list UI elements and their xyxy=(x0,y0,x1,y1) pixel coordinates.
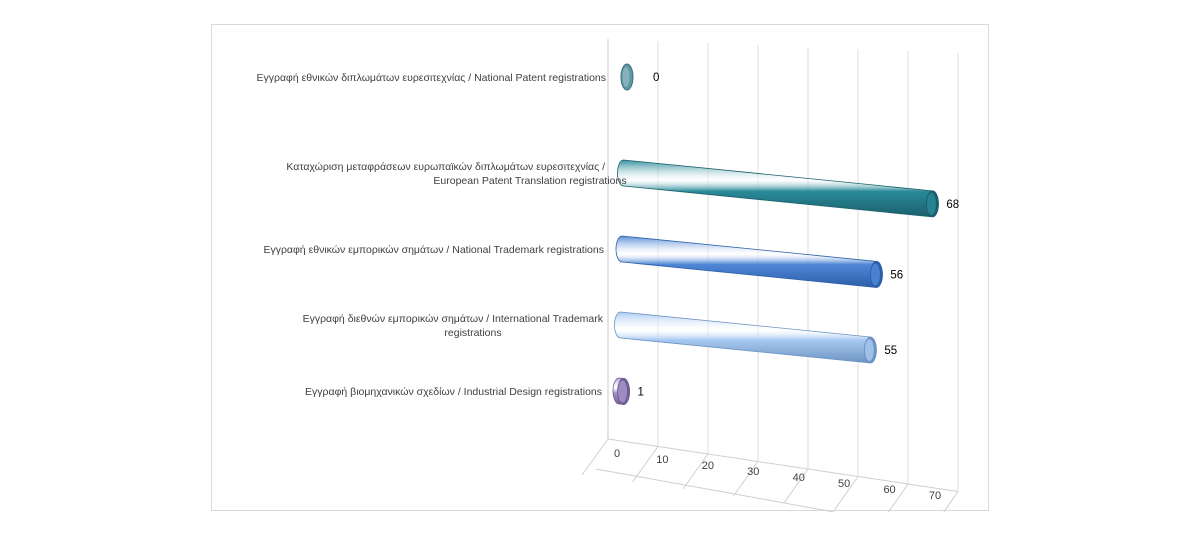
bar-disc-shine xyxy=(622,67,630,87)
floor-line xyxy=(887,483,909,512)
bar xyxy=(614,311,877,364)
floor-line xyxy=(783,468,809,504)
bar-end-cap-inner xyxy=(864,338,874,361)
chart-plot: 0 10 20 30 40 50 60 70 0 Εγγραφή εθνικών διπλωμάτ… xyxy=(257,39,959,512)
category-label: Καταχώριση μεταφράσεων ευρωπαϊκών διπλωμ… xyxy=(286,161,605,173)
bar-body xyxy=(615,235,883,288)
floor-line xyxy=(834,476,859,511)
bar-end-cap-inner xyxy=(618,380,628,403)
category-label: European Patent Translation registration… xyxy=(433,175,626,187)
bar-disc xyxy=(620,63,634,91)
x-tick-label: 70 xyxy=(929,490,941,502)
floor-back-edge xyxy=(607,438,959,492)
floor-front-edge xyxy=(595,468,837,512)
category-label: Εγγραφή διεθνών εμπορικών σημάτων / Inte… xyxy=(303,313,604,325)
x-tick-label: 20 xyxy=(702,460,714,472)
bar-body xyxy=(614,311,877,364)
floor-line xyxy=(733,461,759,497)
bar xyxy=(617,159,939,218)
bar xyxy=(612,377,630,405)
category-label: Εγγραφή εθνικών εμπορικών σημάτων / Nati… xyxy=(263,244,604,256)
data-label: 56 xyxy=(890,269,903,281)
floor-line xyxy=(581,438,609,476)
category-label: Εγγραφή εθνικών διπλωμάτων ευρεσιτεχνίας… xyxy=(257,72,607,84)
bar xyxy=(615,235,883,288)
bar-end-cap-inner xyxy=(926,192,936,215)
floor-line xyxy=(943,491,959,512)
floor-line xyxy=(682,453,709,490)
chart-area: 0 10 20 30 40 50 60 70 0 Εγγραφή εθνικών διπλωμάτ… xyxy=(211,24,989,512)
bar xyxy=(620,63,634,91)
data-label: 55 xyxy=(884,345,897,357)
data-label: 0 xyxy=(653,72,659,84)
bar-body xyxy=(617,159,939,218)
category-label: registrations xyxy=(444,327,501,339)
bar-end-cap-inner xyxy=(870,263,880,286)
x-tick-label: 50 xyxy=(838,478,850,490)
data-label: 68 xyxy=(946,199,959,211)
x-tick-label: 40 xyxy=(793,472,805,484)
x-tick-label: 0 xyxy=(614,448,620,460)
x-tick-label: 30 xyxy=(747,466,759,478)
category-label: Εγγραφή βιομηχανικών σχεδίων / Industria… xyxy=(305,386,602,398)
x-tick-label: 10 xyxy=(656,454,668,466)
data-label: 1 xyxy=(638,386,644,398)
x-tick-label: 60 xyxy=(883,484,895,496)
